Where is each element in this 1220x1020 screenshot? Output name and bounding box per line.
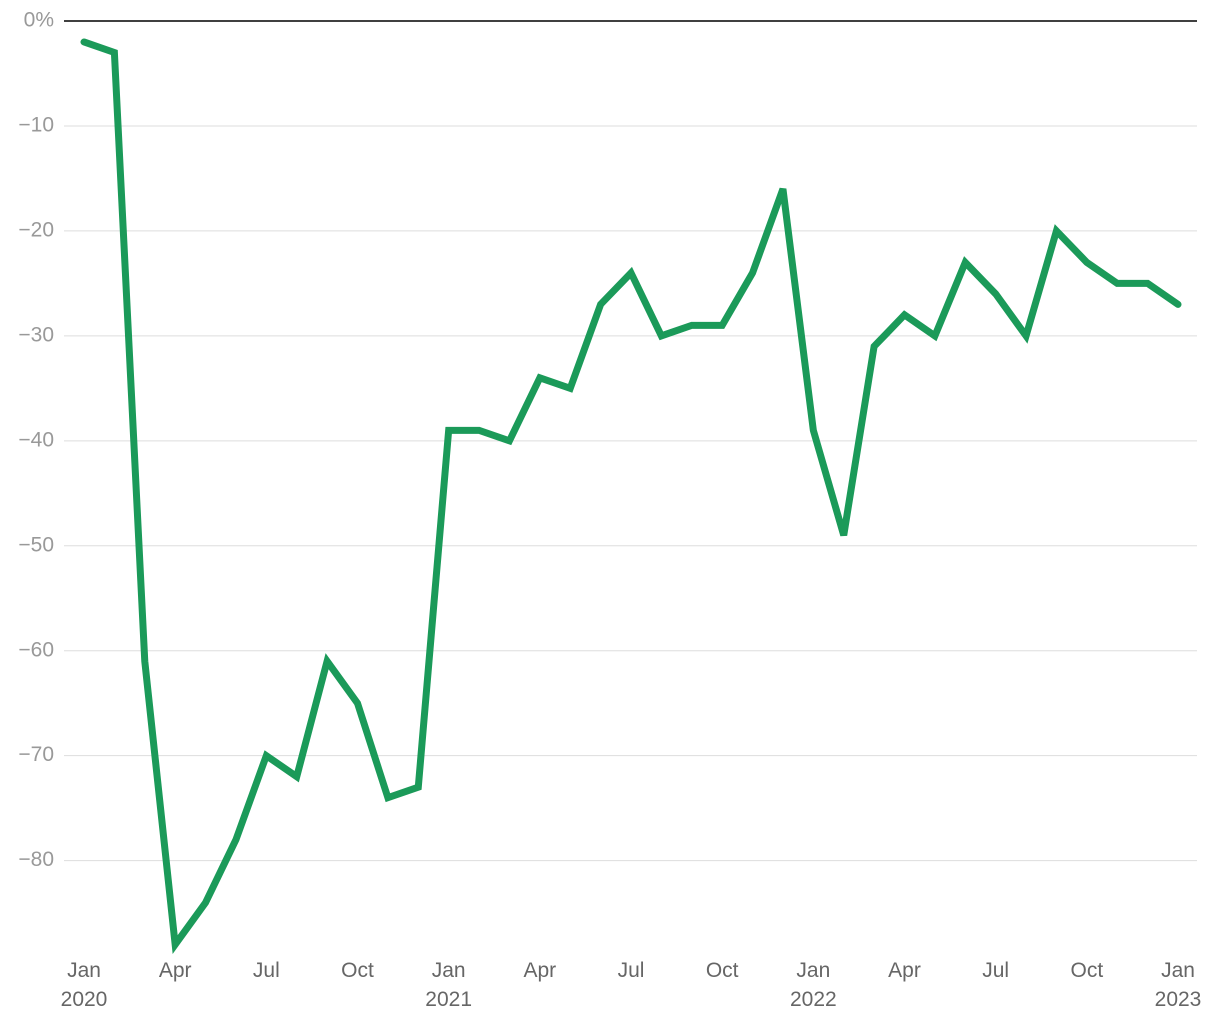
x-tick-label: Jan 2020 [60, 959, 108, 1011]
data-line [80, 38, 1182, 955]
y-tick-label: −20 [18, 218, 54, 241]
y-tick-label: −70 [18, 743, 54, 766]
x-tick-label: Oct [705, 959, 739, 982]
x-tick-label: Jan 2022 [789, 959, 837, 1011]
x-tick-label: Oct [1070, 959, 1104, 982]
x-tick-label: Jan 2021 [425, 959, 473, 1011]
x-tick-label: Oct [341, 959, 374, 982]
x-tick-label: Jan 2023 [1154, 959, 1202, 1011]
x-tick-label: Jul [982, 959, 1010, 982]
y-tick-label: −80 [18, 848, 54, 871]
x-tick-label: Jul [252, 959, 280, 982]
y-tick-label: 0% [24, 9, 54, 32]
y-tick-label: −60 [18, 638, 54, 661]
x-tick-label: Apr [888, 959, 921, 982]
x-tick-label: Apr [158, 959, 192, 982]
y-tick-label: −30 [18, 323, 54, 346]
x-tick-label: Apr [523, 959, 557, 982]
x-tick-label: Jul [617, 959, 645, 982]
y-tick-label: −40 [18, 428, 54, 451]
y-tick-label: −10 [18, 114, 54, 137]
y-tick-label: −50 [18, 533, 54, 556]
